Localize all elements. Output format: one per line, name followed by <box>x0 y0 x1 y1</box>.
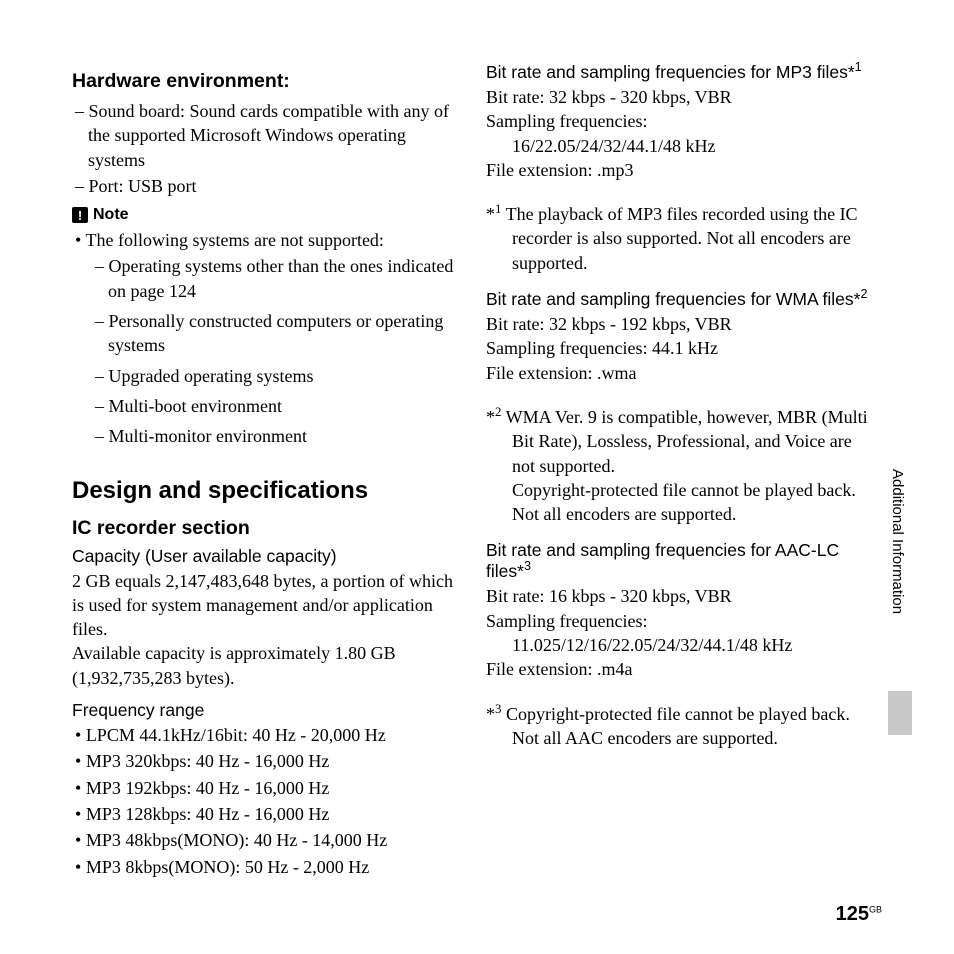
capacity-body: Available capacity is approximately 1.80… <box>72 641 462 690</box>
note-item: Personally constructed computers or oper… <box>72 309 462 358</box>
footnote-3-cont: Not all AAC encoders are supported. <box>486 726 876 750</box>
footnote-1: *1 The playback of MP3 files recorded us… <box>486 202 876 275</box>
mp3-sampling-label: Sampling frequencies: <box>486 109 876 133</box>
mp3-bitrate: Bit rate: 32 kbps - 320 kbps, VBR <box>486 85 876 109</box>
note-icon: ! <box>72 207 88 223</box>
footnote-2-cont: Not all encoders are supported. <box>486 502 876 526</box>
note-item: Operating systems other than the ones in… <box>72 254 462 303</box>
freq-item: LPCM 44.1kHz/16bit: 40 Hz - 20,000 Hz <box>72 723 462 747</box>
left-column: Hardware environment: Sound board: Sound… <box>72 62 462 881</box>
freq-item: MP3 48kbps(MONO): 40 Hz - 14,000 Hz <box>72 828 462 852</box>
footnote-2: *2 WMA Ver. 9 is compatible, however, MB… <box>486 405 876 478</box>
note-item: Multi-monitor environment <box>72 424 462 448</box>
side-tab-label: Additional Information <box>889 469 906 614</box>
freq-item: MP3 320kbps: 40 Hz - 16,000 Hz <box>72 749 462 773</box>
footnote-3: *3 Copyright-protected file cannot be pl… <box>486 702 876 726</box>
freq-item: MP3 8kbps(MONO): 50 Hz - 2,000 Hz <box>72 855 462 879</box>
page-number: 125GB <box>836 903 882 926</box>
hardware-env-heading: Hardware environment: <box>72 70 462 93</box>
hw-item: Port: USB port <box>72 174 462 198</box>
note-item: Upgraded operating systems <box>72 364 462 388</box>
mp3-heading: Bit rate and sampling frequencies for MP… <box>486 62 876 83</box>
wma-bitrate: Bit rate: 32 kbps - 192 kbps, VBR <box>486 312 876 336</box>
freq-item: MP3 128kbps: 40 Hz - 16,000 Hz <box>72 802 462 826</box>
aac-bitrate: Bit rate: 16 kbps - 320 kbps, VBR <box>486 584 876 608</box>
aac-sampling-values: 11.025/12/16/22.05/24/32/44.1/48 kHz <box>486 633 876 657</box>
wma-ext: File extension: .wma <box>486 361 876 385</box>
aac-heading: Bit rate and sampling frequencies for AA… <box>486 540 876 582</box>
design-spec-heading: Design and specifications <box>72 477 462 505</box>
page-content: Hardware environment: Sound board: Sound… <box>72 62 882 881</box>
footnote-2-cont: Copyright-protected file cannot be playe… <box>486 478 876 502</box>
capacity-heading: Capacity (User available capacity) <box>72 546 462 567</box>
mp3-sampling-values: 16/22.05/24/32/44.1/48 kHz <box>486 134 876 158</box>
hw-item: Sound board: Sound cards compatible with… <box>72 99 462 172</box>
note-intro: The following systems are not supported: <box>72 228 462 252</box>
ic-recorder-heading: IC recorder section <box>72 517 462 540</box>
note-item: Multi-boot environment <box>72 394 462 418</box>
capacity-body: 2 GB equals 2,147,483,648 bytes, a porti… <box>72 569 462 642</box>
wma-heading: Bit rate and sampling frequencies for WM… <box>486 289 876 310</box>
aac-ext: File extension: .m4a <box>486 657 876 681</box>
note-heading: ! Note <box>72 206 462 224</box>
freq-range-heading: Frequency range <box>72 700 462 721</box>
wma-sampling: Sampling frequencies: 44.1 kHz <box>486 336 876 360</box>
mp3-ext: File extension: .mp3 <box>486 158 876 182</box>
aac-sampling-label: Sampling frequencies: <box>486 609 876 633</box>
freq-item: MP3 192kbps: 40 Hz - 16,000 Hz <box>72 776 462 800</box>
right-column: Bit rate and sampling frequencies for MP… <box>486 62 876 881</box>
side-tab-marker <box>888 691 912 735</box>
note-label: Note <box>93 206 129 224</box>
